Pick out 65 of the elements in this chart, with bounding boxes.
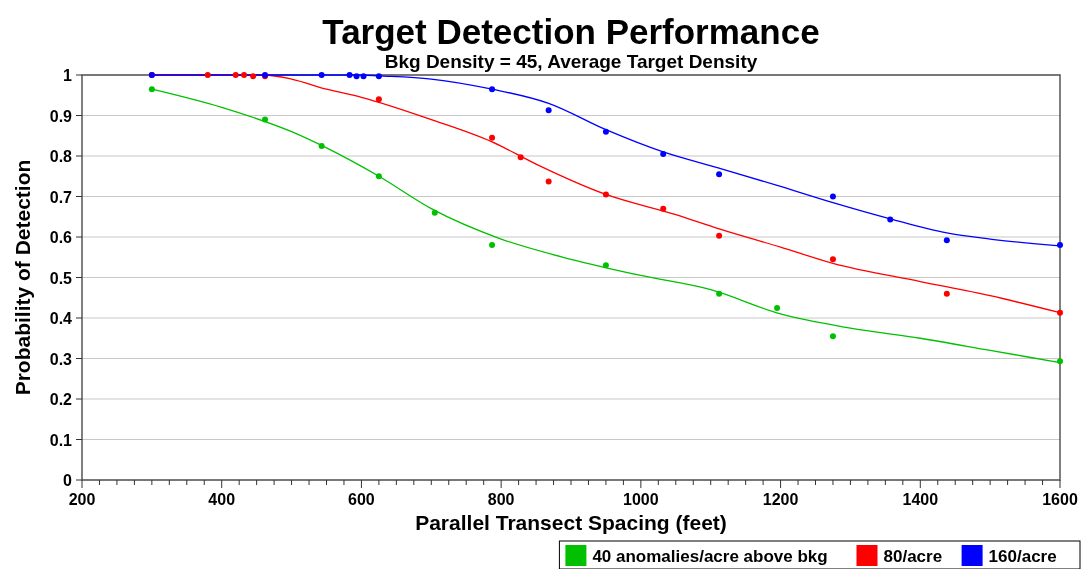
chart-title: Target Detection Performance xyxy=(322,12,820,51)
point xyxy=(148,86,155,93)
point xyxy=(232,72,239,78)
x-axis-title: Parallel Transect Spacing (feet) xyxy=(415,511,727,534)
x-tick-label: 600 xyxy=(348,491,375,508)
point xyxy=(375,96,382,103)
point xyxy=(545,178,552,185)
point xyxy=(375,173,382,180)
point xyxy=(829,333,836,340)
point xyxy=(375,73,382,80)
y-tick-label: 0.4 xyxy=(49,310,73,327)
point xyxy=(545,107,552,114)
point xyxy=(829,256,836,263)
point xyxy=(489,242,496,249)
y-axis-title: Probability of Detection xyxy=(11,159,34,396)
x-tick-label: 200 xyxy=(68,491,96,508)
legend-label: 40 anomalies/acre above bkg xyxy=(592,547,828,566)
point xyxy=(660,150,667,157)
point xyxy=(716,232,723,239)
point xyxy=(204,72,211,78)
point xyxy=(774,304,781,311)
point xyxy=(1057,358,1063,365)
point xyxy=(602,262,609,269)
point xyxy=(943,290,950,297)
point xyxy=(602,191,609,198)
x-tick-label: 1400 xyxy=(902,491,939,508)
legend-label: 80/acre xyxy=(883,547,943,566)
legend-label: 160/acre xyxy=(988,547,1057,566)
y-tick-label: 0.7 xyxy=(49,188,73,206)
point xyxy=(360,73,367,80)
point xyxy=(829,193,836,200)
y-tick-label: 0.1 xyxy=(49,431,73,449)
y-tick-label: 0.5 xyxy=(49,269,73,287)
point xyxy=(1057,309,1063,316)
point xyxy=(489,86,496,93)
point xyxy=(602,128,609,135)
point xyxy=(318,72,325,78)
point xyxy=(660,205,667,212)
y-tick-label: 1 xyxy=(63,67,73,84)
point xyxy=(241,72,248,78)
point xyxy=(250,73,257,80)
point xyxy=(262,116,269,123)
y-tick-label: 0.8 xyxy=(49,148,73,165)
x-tick-label: 1000 xyxy=(623,491,659,508)
point xyxy=(431,209,438,216)
point xyxy=(716,290,723,297)
point xyxy=(1057,242,1063,249)
point xyxy=(887,216,894,223)
point xyxy=(489,134,496,141)
point xyxy=(353,73,360,80)
x-tick-label: 1200 xyxy=(762,491,799,508)
chart-subtitle: Bkg Density = 45, Average Target Density xyxy=(384,51,758,72)
y-tick-label: 0.6 xyxy=(49,229,73,246)
y-tick-label: 0.2 xyxy=(49,391,73,408)
x-tick-label: 800 xyxy=(487,491,515,508)
point xyxy=(716,171,723,178)
y-tick-label: 0 xyxy=(63,472,73,489)
y-tick-label: 0.3 xyxy=(49,350,73,368)
point xyxy=(943,237,950,244)
point xyxy=(318,142,325,149)
point xyxy=(346,72,353,78)
point xyxy=(517,154,524,161)
y-tick-label: 0.9 xyxy=(49,107,73,125)
x-tick-label: 400 xyxy=(208,491,236,508)
x-tick-label: 1600 xyxy=(1042,491,1078,508)
